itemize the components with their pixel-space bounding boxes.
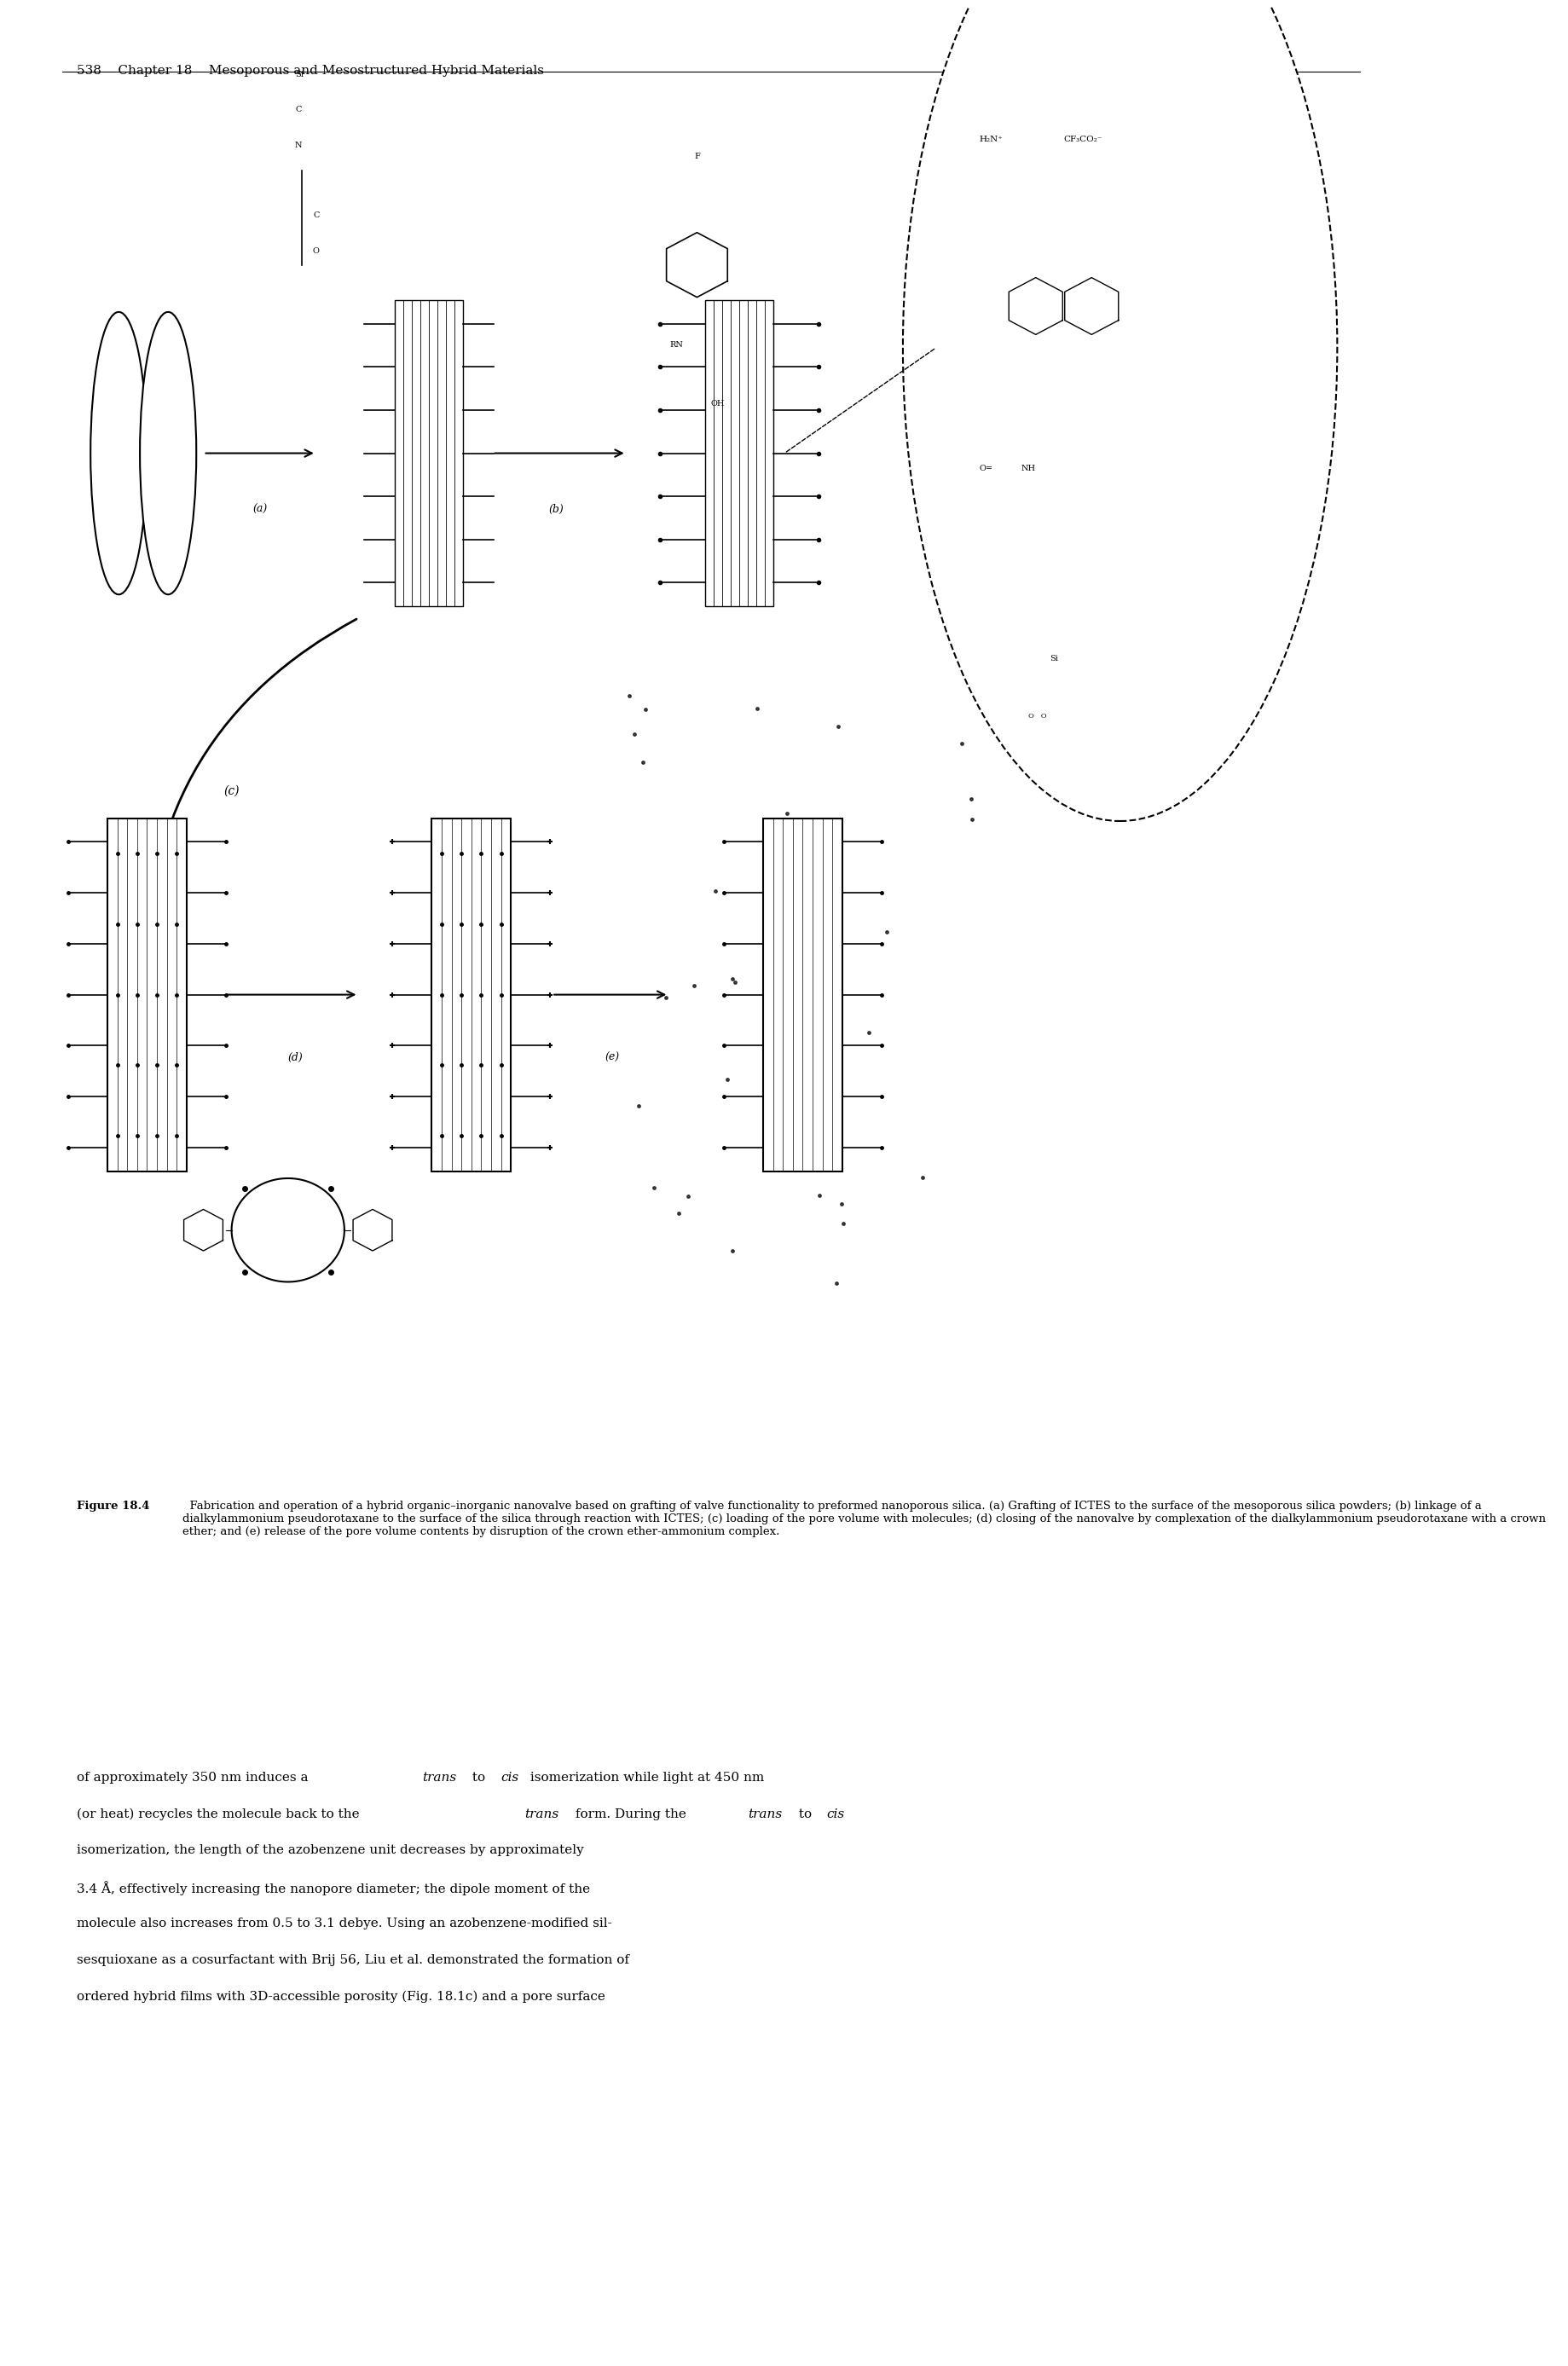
Text: H₂N⁺: H₂N⁺ bbox=[978, 135, 1002, 142]
Text: of approximately 350 nm induces a: of approximately 350 nm induces a bbox=[77, 1772, 312, 1784]
Bar bbox=[108, 819, 187, 1171]
Text: (a): (a) bbox=[252, 504, 267, 516]
Text: N: N bbox=[295, 142, 303, 149]
Text: (b): (b) bbox=[549, 504, 563, 516]
Text: trans: trans bbox=[422, 1772, 456, 1784]
Text: OH: OH bbox=[710, 400, 724, 407]
Text: to: to bbox=[795, 1808, 815, 1819]
Bar bbox=[764, 819, 842, 1171]
Bar bbox=[395, 300, 463, 606]
Text: F: F bbox=[695, 154, 699, 161]
Text: ordered hybrid films with 3D-accessible porosity (Fig. 18.1c) and a pore surface: ordered hybrid films with 3D-accessible … bbox=[77, 1990, 605, 2002]
Ellipse shape bbox=[903, 0, 1338, 821]
Text: to: to bbox=[469, 1772, 489, 1784]
Text: isomerization, the length of the azobenzene unit decreases by approximately: isomerization, the length of the azobenz… bbox=[77, 1845, 583, 1857]
Text: cis: cis bbox=[500, 1772, 519, 1784]
Text: O: O bbox=[314, 246, 320, 256]
Text: trans: trans bbox=[748, 1808, 782, 1819]
Text: (or heat) recycles the molecule back to the: (or heat) recycles the molecule back to … bbox=[77, 1808, 364, 1819]
Text: (d): (d) bbox=[287, 1053, 303, 1062]
Text: RN: RN bbox=[670, 341, 684, 348]
Text: CF₃CO₂⁻: CF₃CO₂⁻ bbox=[1063, 135, 1102, 142]
Text: Si: Si bbox=[1049, 655, 1058, 662]
Text: molecule also increases from 0.5 to 3.1 debye. Using an azobenzene-modified sil-: molecule also increases from 0.5 to 3.1 … bbox=[77, 1916, 612, 1928]
Text: C: C bbox=[314, 213, 320, 220]
Bar bbox=[431, 819, 511, 1171]
Text: O   O: O O bbox=[1029, 712, 1047, 719]
Text: NH: NH bbox=[1021, 464, 1036, 473]
Text: form. During the: form. During the bbox=[571, 1808, 690, 1819]
Text: Fabrication and operation of a hybrid organic–inorganic nanovalve based on graft: Fabrication and operation of a hybrid or… bbox=[182, 1500, 1546, 1538]
Text: Figure 18.4: Figure 18.4 bbox=[77, 1500, 149, 1512]
Text: O=: O= bbox=[978, 464, 993, 473]
Ellipse shape bbox=[140, 312, 196, 594]
Text: (e): (e) bbox=[605, 1053, 619, 1062]
Text: isomerization while light at 450 nm: isomerization while light at 450 nm bbox=[527, 1772, 765, 1784]
Text: sesquioxane as a cosurfactant with Brij 56, Liu et al. demonstrated the formatio: sesquioxane as a cosurfactant with Brij … bbox=[77, 1954, 629, 1966]
Text: C: C bbox=[295, 106, 301, 114]
Text: cis: cis bbox=[826, 1808, 845, 1819]
Bar bbox=[706, 300, 773, 606]
Text: 3.4 Å, effectively increasing the nanopore diameter; the dipole moment of the: 3.4 Å, effectively increasing the nanopo… bbox=[77, 1881, 590, 1895]
Text: 538    Chapter 18    Mesoporous and Mesostructured Hybrid Materials: 538 Chapter 18 Mesoporous and Mesostruct… bbox=[77, 64, 544, 76]
Text: Si: Si bbox=[295, 71, 304, 78]
Text: (c): (c) bbox=[224, 786, 240, 797]
Ellipse shape bbox=[91, 312, 147, 594]
Text: trans: trans bbox=[525, 1808, 560, 1819]
